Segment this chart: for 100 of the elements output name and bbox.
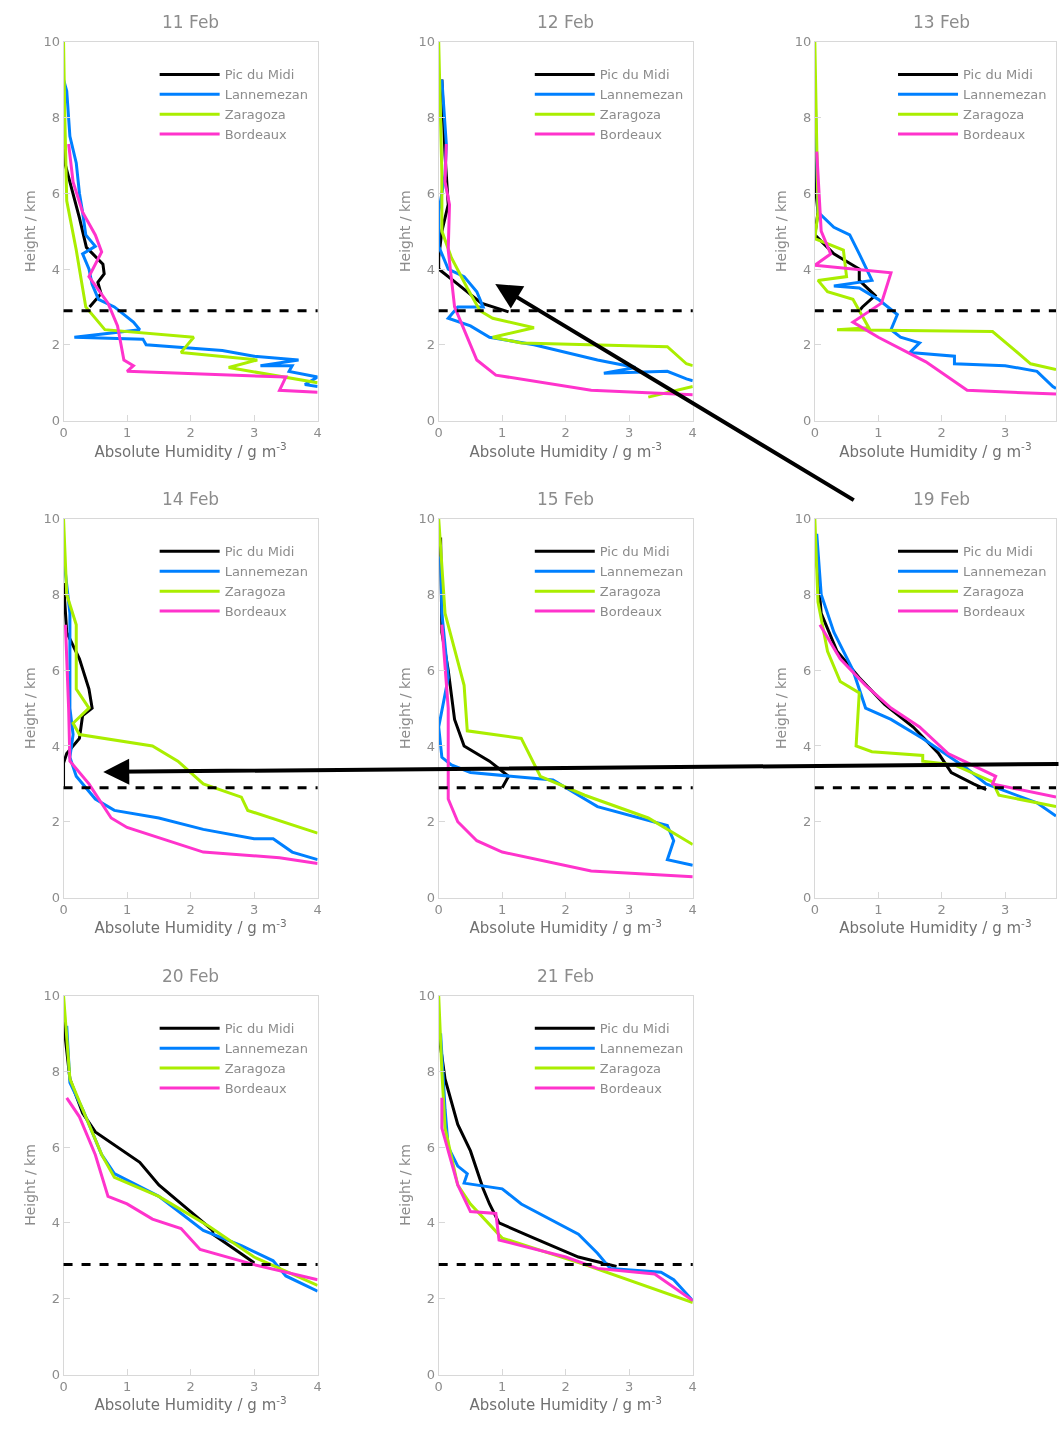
y-tick-label: 8 (51, 586, 60, 602)
y-tick-label: 4 (802, 261, 812, 277)
y-tick-label: 6 (426, 662, 436, 678)
x-tick-label: 4 (688, 902, 697, 918)
legend-label: Lannemezan (963, 564, 1047, 580)
x-tick-label: 2 (561, 425, 570, 441)
x-axis-title: Absolute Humidity / g m$^{-3}$ (94, 917, 287, 938)
x-axis-title: Absolute Humidity / g m$^{-3}$ (839, 917, 1032, 938)
x-tick-label: 1 (498, 425, 507, 441)
legend-label: Pic du Midi (599, 544, 670, 560)
y-tick-label: 10 (43, 988, 60, 1004)
y-tick-label: 2 (426, 1291, 436, 1307)
x-tick-label: 2 (561, 1379, 570, 1395)
y-tick-label: 6 (426, 1139, 436, 1155)
x-tick-label: 1 (498, 1379, 507, 1395)
y-axis-title: Height / km (22, 190, 38, 272)
x-tick-label: 2 (937, 425, 946, 441)
y-tick-label: 4 (51, 1215, 60, 1231)
y-tick-label: 2 (51, 1291, 60, 1307)
legend-label: Zaragoza (963, 584, 1025, 600)
legend-label: Lannemezan (224, 87, 309, 103)
x-tick-label: 1 (498, 902, 507, 918)
legend-label: Lannemezan (599, 564, 684, 580)
y-axis-title: Height / km (397, 1144, 414, 1226)
x-tick-label: 4 (688, 425, 697, 441)
y-tick-label: 6 (51, 1139, 60, 1155)
x-tick-label: 2 (186, 425, 195, 441)
y-tick-label: 10 (794, 34, 812, 50)
y-axis-title: Height / km (22, 667, 38, 749)
y-tick-label: 8 (426, 586, 436, 602)
x-tick-label: 4 (313, 902, 322, 918)
y-axis-title: Height / km (397, 190, 414, 272)
y-tick-label: 6 (51, 662, 60, 678)
y-tick-label: 6 (426, 185, 436, 201)
legend-label: Bordeaux (599, 1081, 663, 1097)
x-tick-label: 2 (561, 902, 570, 918)
x-tick-label: 2 (186, 1379, 195, 1395)
y-tick-label: 8 (802, 109, 812, 125)
y-tick-label: 8 (51, 1063, 60, 1079)
y-axis-title: Height / km (397, 667, 414, 749)
y-tick-label: 10 (43, 511, 60, 527)
y-tick-label: 2 (51, 337, 60, 353)
y-tick-label: 6 (51, 185, 60, 201)
y-tick-label: 4 (426, 1215, 436, 1231)
y-tick-label: 0 (426, 413, 436, 429)
y-tick-label: 6 (802, 662, 812, 678)
x-tick-label: 2 (186, 902, 195, 918)
legend-label: Bordeaux (224, 1081, 288, 1097)
legend-label: Pic du Midi (963, 67, 1033, 83)
y-tick-label: 2 (426, 814, 436, 830)
y-tick-label: 4 (426, 261, 436, 277)
legend-label: Pic du Midi (224, 67, 295, 83)
y-tick-label: 0 (802, 413, 812, 429)
y-tick-label: 4 (51, 738, 60, 754)
y-axis-title: Height / km (22, 1144, 38, 1226)
legend-label: Lannemezan (963, 87, 1047, 103)
y-tick-label: 10 (43, 34, 60, 50)
y-tick-label: 2 (426, 337, 436, 353)
legend-label: Bordeaux (599, 604, 663, 620)
y-tick-label: 0 (51, 890, 60, 906)
x-tick-label: 4 (688, 1379, 697, 1395)
x-tick-label: 1 (874, 425, 883, 441)
legend-label: Pic du Midi (963, 544, 1033, 560)
legend-label: Lannemezan (224, 1041, 309, 1057)
y-tick-label: 8 (426, 109, 436, 125)
legend-label: Bordeaux (224, 127, 288, 143)
x-tick-label: 4 (313, 1379, 322, 1395)
y-tick-label: 10 (418, 34, 436, 50)
y-axis-title: Height / km (773, 667, 790, 749)
y-tick-label: 2 (802, 814, 812, 830)
chart-title: 14 Feb (162, 489, 220, 509)
y-tick-label: 0 (802, 890, 812, 906)
x-axis-title: Absolute Humidity / g m$^{-3}$ (94, 1394, 287, 1415)
legend-label: Zaragoza (224, 107, 286, 123)
x-tick-label: 1 (122, 902, 132, 918)
x-axis-title: Absolute Humidity / g m$^{-3}$ (94, 440, 287, 461)
y-tick-label: 4 (51, 261, 60, 277)
y-tick-label: 4 (802, 738, 812, 754)
legend-label: Zaragoza (224, 1061, 286, 1077)
y-tick-label: 0 (51, 1367, 60, 1383)
y-tick-label: 8 (426, 1063, 436, 1079)
y-tick-label: 2 (51, 814, 60, 830)
chart-title: 19 Feb (913, 489, 971, 509)
legend-label: Bordeaux (599, 127, 663, 143)
x-tick-label: 1 (122, 1379, 132, 1395)
legend-label: Pic du Midi (224, 1021, 295, 1037)
y-tick-label: 8 (802, 586, 812, 602)
x-axis-title: Absolute Humidity / g m$^{-3}$ (839, 440, 1032, 461)
x-tick-label: 1 (874, 902, 883, 918)
legend-label: Bordeaux (224, 604, 288, 620)
chart-title: 11 Feb (162, 12, 220, 32)
x-axis-title: Absolute Humidity / g m$^{-3}$ (469, 440, 662, 461)
x-tick-label: 2 (937, 902, 946, 918)
x-tick-label: 4 (313, 425, 322, 441)
legend-label: Zaragoza (599, 107, 661, 123)
legend-label: Pic du Midi (599, 67, 670, 83)
legend-label: Lannemezan (224, 564, 309, 580)
legend-label: Zaragoza (224, 584, 286, 600)
y-tick-label: 0 (426, 1367, 436, 1383)
x-tick-label: 3 (249, 1379, 259, 1395)
